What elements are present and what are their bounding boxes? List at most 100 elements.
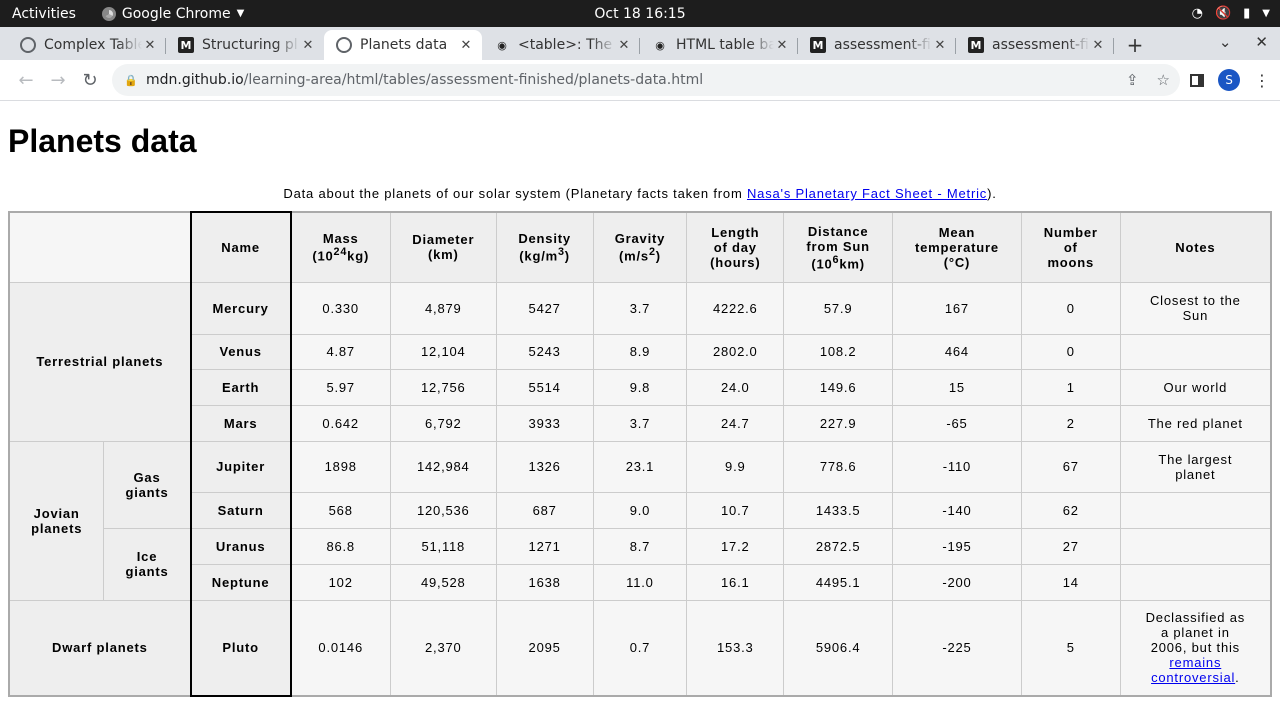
reload-button[interactable]: ↻	[82, 69, 98, 91]
tab-title: HTML table ba	[676, 37, 774, 53]
cell-notes: Declassified as a planet in 2006, but this…	[1119, 599, 1272, 697]
app-menu[interactable]: Google Chrome ▼	[90, 6, 244, 22]
profile-avatar[interactable]: S	[1218, 69, 1240, 91]
header-row: Name Mass (1024kg) Diameter (km) Density (k…	[8, 211, 1272, 283]
header-mass: Mass (1024kg)	[290, 211, 391, 283]
back-button[interactable]: ←	[18, 69, 34, 91]
close-icon[interactable]: ✕	[776, 37, 788, 53]
tab-title: assessment-fin	[834, 37, 932, 53]
planet-name: Venus	[189, 333, 292, 370]
tab-search-chevron-icon[interactable]: ⌄	[1218, 33, 1232, 51]
tab-structuring-planet[interactable]: M Structuring pl ✕	[166, 30, 324, 60]
close-icon[interactable]: ✕	[1092, 37, 1104, 53]
system-tray[interactable]: ◔ 🔇 ▮ ▼	[1192, 6, 1270, 21]
header-density-unit: (kg/m	[519, 248, 558, 264]
cell-distance: 108.2	[783, 333, 894, 370]
cell-temperature: 464	[892, 333, 1022, 370]
remains-controversial-link[interactable]: remains controversial	[1151, 655, 1235, 685]
planet-name: Mercury	[189, 281, 292, 335]
cell-temperature: -195	[892, 527, 1022, 565]
close-icon[interactable]: ✕	[302, 37, 314, 53]
cell-diameter: 6,792	[389, 404, 497, 442]
note-end: .	[1235, 670, 1240, 686]
close-icon[interactable]: ✕	[144, 37, 156, 53]
bookmark-star-icon[interactable]: ☆	[1156, 71, 1170, 89]
forward-button[interactable]: →	[50, 69, 66, 91]
cell-notes: Closest to the Sun	[1119, 281, 1272, 335]
header-notes: Notes	[1119, 211, 1272, 283]
cell-length-of-day: 9.9	[686, 440, 785, 493]
cell-moons: 67	[1020, 440, 1121, 493]
cell-temperature: -110	[892, 440, 1022, 493]
cell-length-of-day: 24.0	[686, 368, 785, 406]
header-moons-l1: Number	[1043, 224, 1098, 240]
tab-assessment-finished-1[interactable]: M assessment-fin ✕	[798, 30, 956, 60]
table-row: Terrestrial planets Mercury 0.330 4,879 …	[8, 281, 1272, 442]
cell-mass: 4.87	[290, 333, 391, 370]
side-panel-icon[interactable]	[1190, 73, 1204, 87]
planet-name: Uranus	[189, 527, 292, 565]
close-icon[interactable]: ✕	[934, 37, 946, 53]
nasa-fact-sheet-link[interactable]: Nasa's Planetary Fact Sheet - Metric	[746, 186, 988, 201]
chrome-icon	[101, 6, 116, 21]
caption-end: ).	[987, 186, 997, 201]
tab-assessment-finished-2[interactable]: M assessment-fin ✕	[956, 30, 1114, 60]
header-temp-l2: temperature	[914, 239, 999, 255]
cell-length-of-day: 4222.6	[686, 281, 785, 335]
share-icon[interactable]: ⇪	[1125, 71, 1139, 89]
cell-diameter: 120,536	[389, 491, 497, 529]
header-gravity-label: Gravity	[614, 231, 666, 247]
cell-temperature: 15	[892, 368, 1022, 406]
menu-kebab-icon[interactable]: ⋮	[1254, 70, 1270, 90]
header-length-l3: (hours)	[710, 254, 761, 270]
table-row: Venus 4.87 12,104 5243 8.9 2802.0 108.2 …	[9, 333, 1272, 370]
close-icon[interactable]: ✕	[618, 37, 630, 53]
header-gravity-unit: (m/s	[619, 248, 649, 264]
cell-temperature: -65	[892, 404, 1022, 442]
cell-length-of-day: 2802.0	[686, 333, 785, 370]
cell-distance: 5906.4	[783, 599, 894, 697]
page-content: Planets data Data about the planets of o…	[0, 123, 1280, 697]
tab-title: Complex Tables	[44, 37, 142, 53]
tab-complex-tables[interactable]: Complex Tables ✕	[8, 30, 166, 60]
browser-toolbar: ← → ↻ 🔒 mdn.github.io/learning-area/html…	[0, 60, 1280, 101]
window-close-icon[interactable]: ✕	[1255, 33, 1268, 51]
new-tab-button[interactable]: +	[1126, 33, 1144, 57]
header-diameter-label: Diameter	[412, 232, 475, 248]
cell-diameter: 49,528	[389, 563, 497, 601]
tab-html-table-basics[interactable]: ◉ HTML table ba ✕	[640, 30, 798, 60]
globe-icon	[336, 37, 352, 53]
header-mass-exp: 24	[333, 246, 348, 259]
cell-notes	[1119, 333, 1272, 370]
header-mean-temperature: Mean temperature (°C)	[892, 211, 1022, 283]
planet-name: Jupiter	[189, 440, 292, 493]
cell-notes	[1119, 563, 1272, 601]
header-diameter: Diameter (km)	[389, 211, 497, 283]
cell-density: 2095	[495, 599, 594, 697]
cell-length-of-day: 17.2	[686, 527, 785, 565]
cell-moons: 5	[1020, 599, 1121, 697]
empty-corner-cell	[8, 211, 192, 283]
cell-temperature: 167	[892, 281, 1022, 335]
header-distance: Distance from Sun (106km)	[783, 211, 894, 283]
clock[interactable]: Oct 18 16:15	[594, 5, 686, 22]
cell-moons: 2	[1020, 404, 1121, 442]
close-icon[interactable]: ✕	[460, 37, 472, 53]
cell-gravity: 3.7	[592, 404, 688, 442]
url-text[interactable]: mdn.github.io/learning-area/html/tables/…	[146, 72, 1126, 88]
tab-planets-data[interactable]: Planets data ✕	[324, 30, 482, 60]
cell-gravity: 9.0	[592, 491, 688, 529]
header-density-exp: 3	[557, 246, 565, 259]
cell-density: 1638	[495, 563, 594, 601]
group-jovian-l1: Jovian	[33, 505, 80, 521]
header-gravity-exp: 2	[648, 246, 656, 259]
lock-icon[interactable]: 🔒	[124, 73, 138, 87]
address-bar[interactable]: 🔒 mdn.github.io/learning-area/html/table…	[112, 64, 1180, 96]
note-line: Declassified as	[1145, 610, 1246, 626]
tab-table-element[interactable]: ◉ <table>: The T ✕	[482, 30, 640, 60]
chevron-down-icon: ▼	[1262, 8, 1270, 19]
cell-gravity: 8.9	[592, 333, 688, 370]
activities-button[interactable]: Activities	[12, 5, 76, 22]
header-length-of-day: Length of day (hours)	[686, 211, 785, 283]
cell-moons: 1	[1020, 368, 1121, 406]
